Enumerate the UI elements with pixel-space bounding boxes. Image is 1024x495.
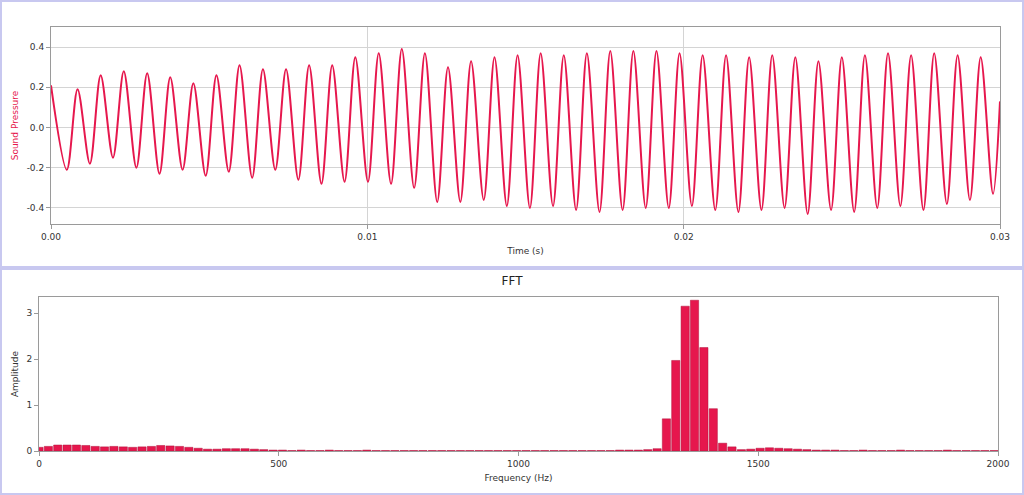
svg-text:-0.2: -0.2 — [27, 163, 45, 173]
svg-text:0.2: 0.2 — [30, 82, 44, 92]
svg-text:0.02: 0.02 — [674, 232, 694, 242]
svg-text:3: 3 — [26, 308, 32, 318]
svg-text:0.0: 0.0 — [30, 123, 45, 133]
svg-text:0.00: 0.00 — [41, 232, 61, 242]
svg-text:2000: 2000 — [987, 459, 1010, 469]
svg-text:1: 1 — [26, 400, 32, 410]
svg-text:FFT: FFT — [502, 274, 524, 288]
svg-text:0: 0 — [36, 459, 42, 469]
svg-text:Sound Pressure: Sound Pressure — [10, 90, 20, 160]
svg-text:1000: 1000 — [507, 459, 530, 469]
svg-text:2: 2 — [26, 354, 32, 364]
svg-text:1500: 1500 — [747, 459, 770, 469]
svg-text:0: 0 — [26, 446, 32, 456]
svg-text:0.03: 0.03 — [990, 232, 1010, 242]
svg-text:0.4: 0.4 — [30, 42, 45, 52]
svg-text:Frequency (Hz): Frequency (Hz) — [485, 473, 553, 483]
svg-text:0.01: 0.01 — [357, 232, 377, 242]
svg-text:Amplitude: Amplitude — [10, 350, 20, 397]
svg-text:500: 500 — [270, 459, 287, 469]
svg-text:-0.4: -0.4 — [27, 203, 45, 213]
svg-text:Time (s): Time (s) — [506, 246, 544, 256]
